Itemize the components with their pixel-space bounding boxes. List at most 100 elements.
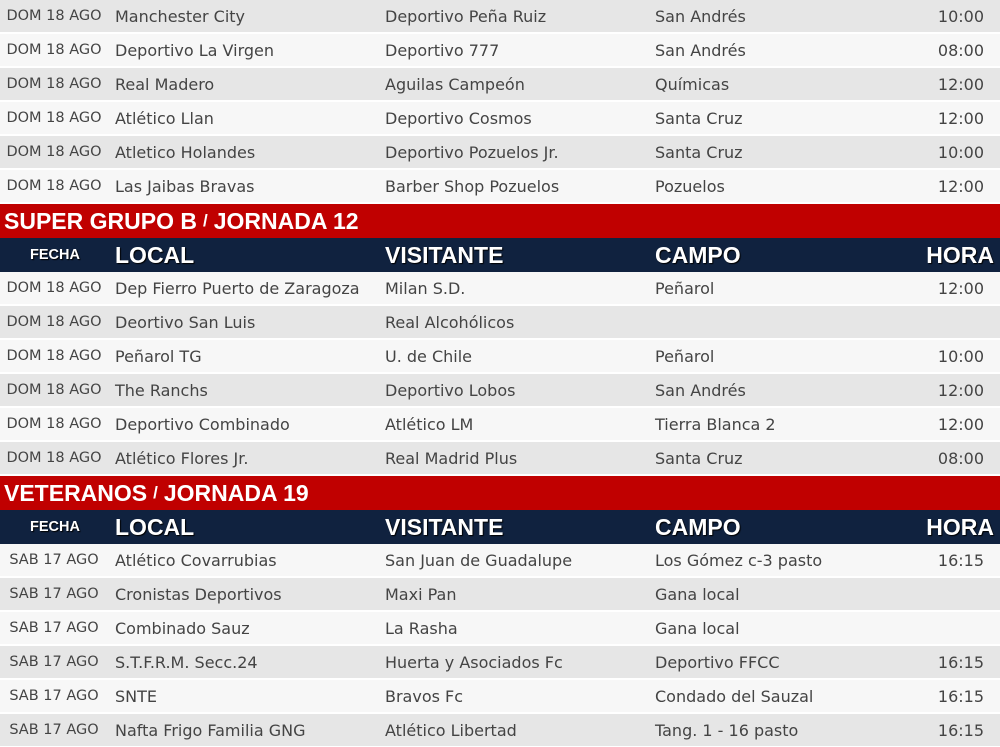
cell-campo: Tang. 1 - 16 pasto [655, 720, 799, 740]
cell-visitante: Deportivo Pozuelos Jr. [385, 142, 559, 162]
cell-visitante: Aguilas Campeón [385, 74, 525, 94]
cell-local: Deportivo La Virgen [115, 40, 275, 60]
separator: / [153, 483, 158, 502]
cell-fecha: SAB 17 AGO [9, 552, 99, 568]
cell-local: Cronistas Deportivos [115, 584, 282, 604]
cell-visitante: Maxi Pan [385, 584, 457, 604]
cell-fecha: SAB 17 AGO [9, 586, 99, 602]
cell-local: Dep Fierro Puerto de Zaragoza [115, 278, 360, 298]
match-row: SAB 17 AGO Atlético Covarrubias San Juan d… [0, 544, 1000, 576]
cell-campo: Químicas [655, 74, 730, 94]
cell-hora: 10:00 [937, 6, 984, 26]
cell-campo: Pozuelos [655, 176, 725, 196]
cell-hora: 08:00 [937, 448, 984, 468]
cell-local: Peñarol TG [115, 346, 202, 366]
cell-fecha: SAB 17 AGO [9, 620, 99, 636]
cell-fecha: DOM 18 AGO [6, 382, 102, 398]
column-header-visitante: VISITANTE [385, 241, 504, 268]
cell-hora: 10:00 [937, 346, 984, 366]
match-row: DOM 18 AGO Manchester City Deportivo Peña … [0, 0, 1000, 32]
cell-hora: 12:00 [937, 380, 984, 400]
cell-campo: Deportivo FFCC [655, 652, 780, 672]
cell-hora: 16:15 [937, 550, 984, 570]
cell-campo: Santa Cruz [655, 142, 743, 162]
column-header-campo: CAMPO [655, 241, 741, 268]
cell-campo: San Andrés [655, 380, 746, 400]
cell-visitante: Bravos Fc [385, 686, 464, 706]
cell-campo: Peñarol [655, 346, 715, 366]
column-header-row: FECHA LOCAL VISITANTE CAMPO HORA [0, 238, 1000, 272]
cell-local: Atletico Holandes [115, 142, 256, 162]
column-header-hora: HORA [926, 513, 994, 540]
cell-fecha: SAB 17 AGO [9, 654, 99, 670]
match-row: DOM 18 AGO Real Madero Aguilas Campeón Quím… [0, 68, 1000, 100]
jornada: JORNADA 12 [213, 207, 359, 234]
cell-local: Atlético Covarrubias [115, 550, 277, 570]
cell-local: Real Madero [115, 74, 215, 94]
cell-fecha: DOM 18 AGO [6, 348, 102, 364]
cell-campo: Gana local [655, 584, 740, 604]
cell-visitante: Real Madrid Plus [385, 448, 518, 468]
match-row: SAB 17 AGO Nafta Frigo Familia GNG Atlétic… [0, 714, 1000, 746]
cell-visitante: Deportivo Lobos [385, 380, 516, 400]
cell-local: S.T.F.R.M. Secc.24 [115, 652, 258, 672]
cell-local: The Ranchs [115, 380, 208, 400]
column-header-row: FECHA LOCAL VISITANTE CAMPO HORA [0, 510, 1000, 544]
cell-fecha: SAB 17 AGO [9, 722, 99, 738]
cell-local: Las Jaibas Bravas [115, 176, 255, 196]
jornada: JORNADA 19 [163, 479, 309, 506]
group-name: SUPER GRUPO B [4, 207, 197, 234]
cell-hora: 16:15 [937, 652, 984, 672]
cell-campo: San Andrés [655, 6, 746, 26]
cell-visitante: Barber Shop Pozuelos [385, 176, 560, 196]
section-title: VETERANOS / JORNADA 19 [0, 476, 1000, 510]
column-header-local: LOCAL [115, 241, 195, 268]
cell-visitante: La Rasha [385, 618, 458, 638]
cell-fecha: DOM 18 AGO [6, 178, 102, 194]
cell-visitante: Atlético Libertad [385, 720, 517, 740]
cell-fecha: DOM 18 AGO [6, 314, 102, 330]
cell-hora: 10:00 [937, 142, 984, 162]
cell-visitante: Milan S.D. [385, 278, 466, 298]
match-row: DOM 18 AGO Atlético Llan Deportivo Cosmos S… [0, 102, 1000, 134]
cell-fecha: DOM 18 AGO [6, 450, 102, 466]
cell-hora: 12:00 [937, 74, 984, 94]
cell-campo: Los Gómez c-3 pasto [655, 550, 823, 570]
cell-campo: Peñarol [655, 278, 715, 298]
match-row: DOM 18 AGO Deportivo Combinado Atlético LM… [0, 408, 1000, 440]
cell-visitante: Atlético LM [385, 414, 474, 434]
cell-hora: 16:15 [937, 720, 984, 740]
cell-hora: 16:15 [937, 686, 984, 706]
cell-local: Manchester City [115, 6, 246, 26]
match-row: DOM 18 AGO Peñarol TG U. de Chile Peñarol 10… [0, 340, 1000, 372]
match-row: DOM 18 AGO Deortivo San Luis Real Alcohóli… [0, 306, 1000, 338]
cell-hora: 12:00 [937, 176, 984, 196]
cell-hora: 08:00 [937, 40, 984, 60]
column-header-campo: CAMPO [655, 513, 741, 540]
cell-fecha: DOM 18 AGO [6, 42, 102, 58]
cell-fecha: DOM 18 AGO [6, 416, 102, 432]
cell-local: Atlético Flores Jr. [115, 448, 249, 468]
cell-fecha: SAB 17 AGO [9, 688, 99, 704]
cell-hora: 12:00 [937, 278, 984, 298]
cell-local: Atlético Llan [115, 108, 214, 128]
column-header-local: LOCAL [115, 513, 195, 540]
cell-visitante: Huerta y Asociados Fc [385, 652, 563, 672]
match-row: DOM 18 AGO The Ranchs Deportivo Lobos San A… [0, 374, 1000, 406]
column-header-hora: HORA [926, 241, 994, 268]
group-name: VETERANOS [4, 479, 148, 506]
cell-campo: Gana local [655, 618, 740, 638]
cell-campo: Santa Cruz [655, 448, 743, 468]
cell-campo: Condado del Sauzal [655, 686, 814, 706]
section-title: SUPER GRUPO B / JORNADA 12 [0, 204, 1000, 238]
cell-fecha: DOM 18 AGO [6, 280, 102, 296]
cell-fecha: DOM 18 AGO [6, 110, 102, 126]
match-row: SAB 17 AGO Combinado Sauz La Rasha Gana loc… [0, 612, 1000, 644]
match-row: DOM 18 AGO Atletico Holandes Deportivo Poz… [0, 136, 1000, 168]
match-row: DOM 18 AGO Dep Fierro Puerto de Zaragoza M… [0, 272, 1000, 304]
cell-visitante: U. de Chile [385, 346, 473, 366]
cell-hora: 12:00 [937, 108, 984, 128]
match-row: DOM 18 AGO Atlético Flores Jr. Real Madrid… [0, 442, 1000, 474]
cell-fecha: DOM 18 AGO [6, 8, 102, 24]
